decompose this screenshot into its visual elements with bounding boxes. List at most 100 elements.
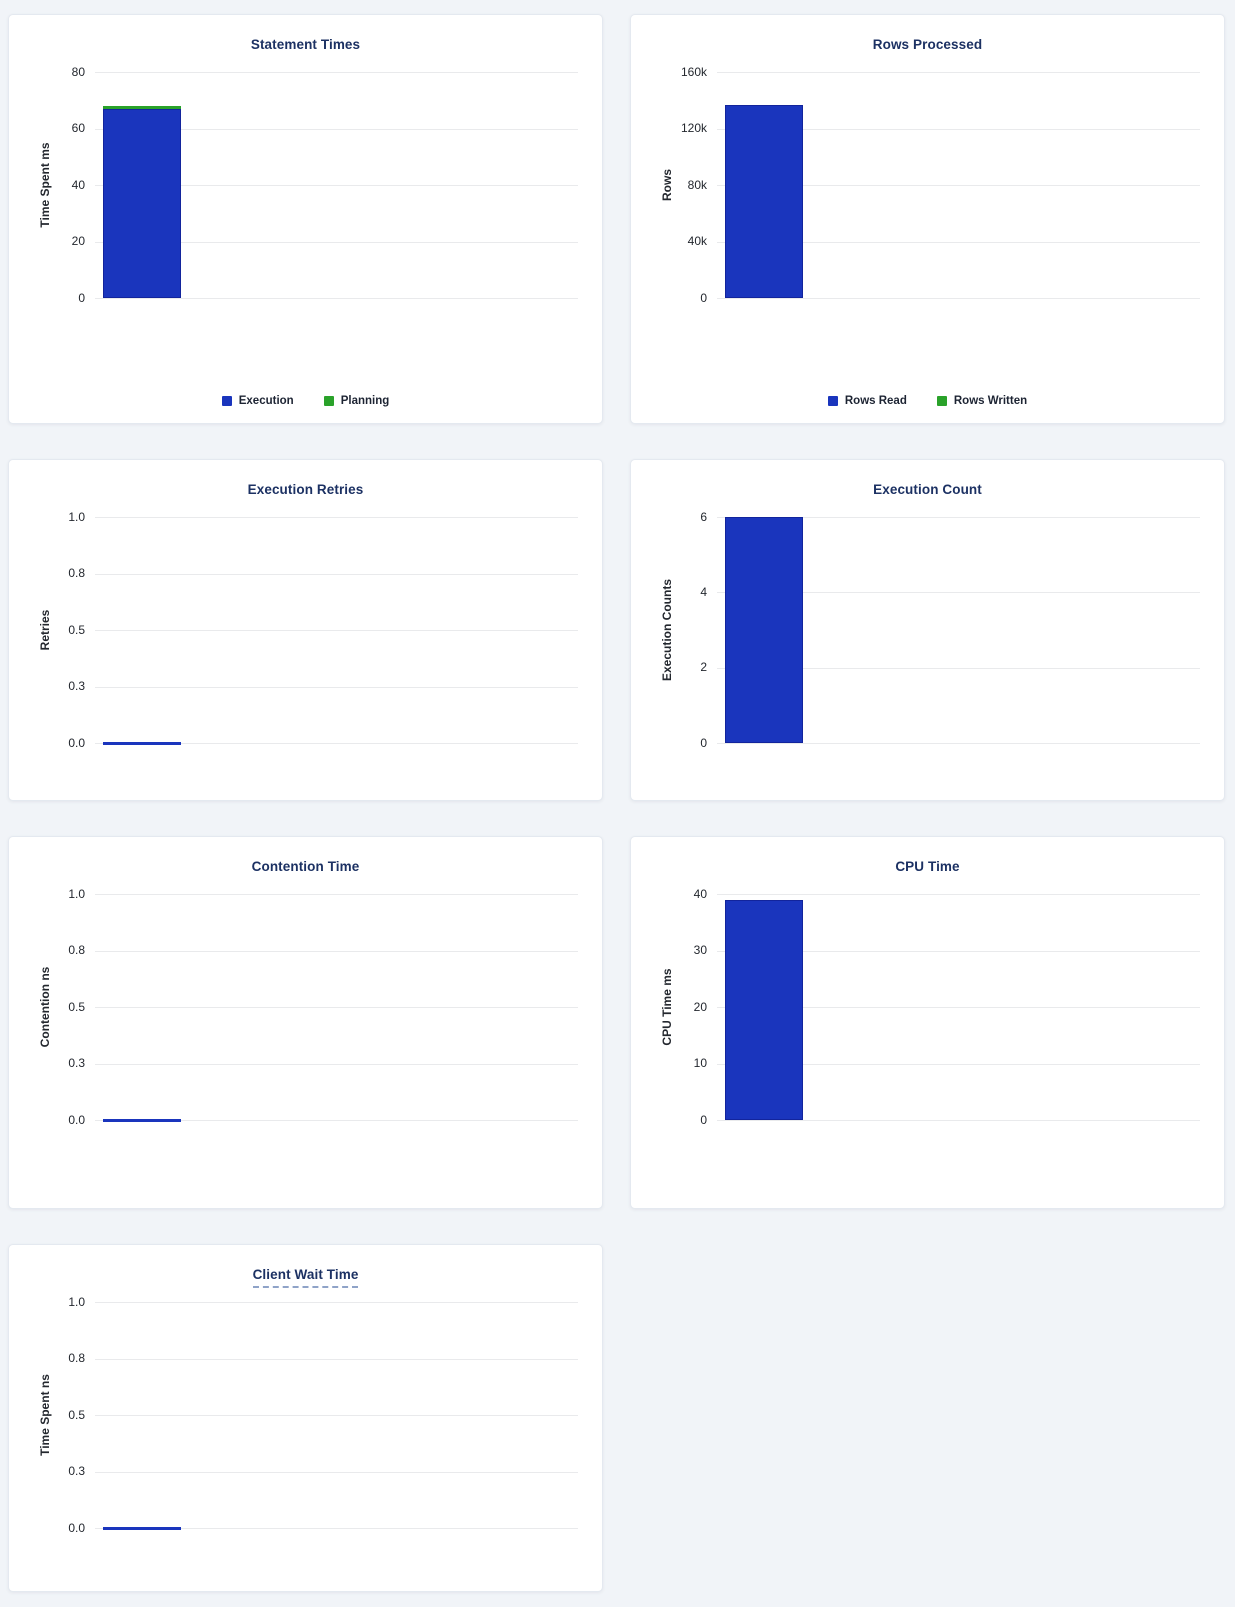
chart-title: CPU Time: [631, 837, 1224, 875]
chart-card-execution-count: Execution Count Execution Counts 6 4 2 0: [630, 459, 1225, 801]
chart-plot-area: Execution Counts 6 4 2 0: [631, 510, 1200, 750]
gridline: [95, 72, 578, 73]
gridline: [717, 1063, 1200, 1065]
bar-segment-rows-read: [725, 104, 803, 298]
y-tick-label: 60: [71, 121, 85, 135]
gridline: [95, 1063, 578, 1065]
y-tick-label: 0.3: [68, 1464, 85, 1478]
y-tick-label: 0.0: [68, 735, 85, 750]
gridline: [95, 1471, 578, 1473]
chart-title-text[interactable]: Client Wait Time: [252, 1267, 359, 1288]
gridline: [95, 950, 578, 952]
chart-title: Client Wait Time: [9, 1245, 602, 1288]
chart-card-execution-retries: Execution Retries Retries 1.0 0.8 0.5 0.3 0.0: [8, 459, 603, 801]
gridline: [95, 517, 578, 518]
bar-segment-execution: [103, 108, 181, 298]
chart-plot-area: Rows 160k 120k 80k 40k 0: [631, 65, 1200, 305]
legend-label: Rows Written: [953, 395, 1028, 407]
chart-plot-area: Time Spent ms 80 60 40 20 0: [9, 65, 578, 305]
y-tick-label: 0.5: [68, 999, 85, 1014]
chart-card-cpu-time: CPU Time CPU Time ms 40 30 20 10 0: [630, 836, 1225, 1209]
gridline: [717, 517, 1200, 518]
y-tick-label: 20: [71, 234, 85, 248]
y-tick-label: 6: [700, 509, 707, 524]
gridline: [95, 185, 578, 186]
legend-swatch-green: [323, 396, 334, 406]
bar-segment-planning: [103, 105, 181, 109]
y-tick-label: 20: [693, 999, 707, 1014]
legend-item: Rows Written: [936, 395, 1028, 407]
y-tick-label: 1.0: [68, 509, 85, 524]
chart-plot-area: Time Spent ns 1.0 0.8 0.5 0.3 0.0: [9, 1295, 578, 1535]
y-tick-label: 0: [700, 735, 707, 750]
gridline: [95, 1358, 578, 1360]
legend-swatch-blue: [221, 396, 232, 406]
chart-title-text: Contention Time: [251, 859, 360, 874]
chart-title-text: Statement Times: [250, 37, 361, 52]
gridline: [95, 1415, 578, 1416]
gridline: [717, 1120, 1200, 1121]
bar-stack: [725, 894, 803, 1120]
gridline: [95, 241, 578, 243]
legend-label: Planning: [340, 395, 390, 407]
legend: Execution Planning: [9, 395, 602, 407]
gridline: [717, 1007, 1200, 1008]
chart-card-rows-processed: Rows Processed Rows 160k 120k 80k 40k 0 Rows Re…: [630, 14, 1225, 424]
gridline: [717, 185, 1200, 186]
zero-value-bar: [103, 1119, 181, 1122]
gridline: [95, 1302, 578, 1303]
bar-stack: [725, 72, 803, 298]
bar-stack: [725, 517, 803, 743]
chart-title-text: Execution Count: [873, 482, 982, 497]
chart-title: Execution Count: [631, 460, 1224, 498]
chart-title-text: CPU Time: [895, 859, 960, 874]
chart-title: Rows Processed: [631, 15, 1224, 53]
y-tick-label: 80: [71, 64, 85, 79]
gridline: [717, 72, 1200, 73]
gridline: [717, 950, 1200, 952]
chart-card-contention-time: Contention Time Contention ns 1.0 0.8 0.5 0.3…: [8, 836, 603, 1209]
legend-swatch-blue: [827, 396, 838, 406]
y-tick-label: 0.3: [68, 1056, 85, 1070]
gridline: [717, 592, 1200, 594]
chart-title-text: Rows Processed: [872, 37, 983, 52]
y-tick-label: 1.0: [68, 1294, 85, 1309]
legend-label: Rows Read: [844, 395, 907, 407]
y-tick-label: 1.0: [68, 886, 85, 901]
y-tick-label: 0.8: [68, 566, 85, 580]
gridline: [95, 630, 578, 631]
y-tick-label: 10: [693, 1056, 707, 1070]
legend: Rows Read Rows Written: [631, 395, 1224, 407]
y-tick-label: 0: [700, 1112, 707, 1127]
bar-segment-cpu-time: [725, 899, 803, 1120]
gridline: [95, 686, 578, 688]
y-tick-label: 0: [700, 290, 707, 305]
y-tick-label: 0.8: [68, 943, 85, 957]
zero-value-bar: [103, 742, 181, 745]
y-tick-label: 40: [71, 177, 85, 192]
gridline: [95, 128, 578, 130]
gridline: [95, 1528, 578, 1529]
chart-title: Execution Retries: [9, 460, 602, 498]
gridline: [717, 894, 1200, 895]
chart-title: Statement Times: [9, 15, 602, 53]
legend-item: Planning: [323, 395, 390, 407]
y-tick-label: 0.5: [68, 1407, 85, 1422]
chart-plot-area: Retries 1.0 0.8 0.5 0.3 0.0: [9, 510, 578, 750]
gridline: [717, 128, 1200, 130]
chart-title: Contention Time: [9, 837, 602, 875]
y-tick-label: 0.8: [68, 1351, 85, 1365]
gridline: [717, 241, 1200, 243]
y-tick-label: 40k: [687, 234, 707, 248]
y-tick-label: 0.0: [68, 1112, 85, 1127]
y-tick-label: 0.0: [68, 1520, 85, 1535]
gridline: [95, 743, 578, 744]
chart-plot-area: Contention ns 1.0 0.8 0.5 0.3 0.0: [9, 887, 578, 1127]
bar-stack: [103, 72, 181, 298]
legend-item: Rows Read: [827, 395, 907, 407]
y-tick-label: 80k: [687, 177, 707, 192]
chart-plot-area: CPU Time ms 40 30 20 10 0: [631, 887, 1200, 1127]
legend-swatch-green: [936, 396, 947, 406]
gridline: [95, 894, 578, 895]
